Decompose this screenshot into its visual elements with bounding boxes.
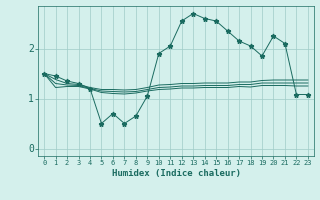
X-axis label: Humidex (Indice chaleur): Humidex (Indice chaleur) <box>111 169 241 178</box>
